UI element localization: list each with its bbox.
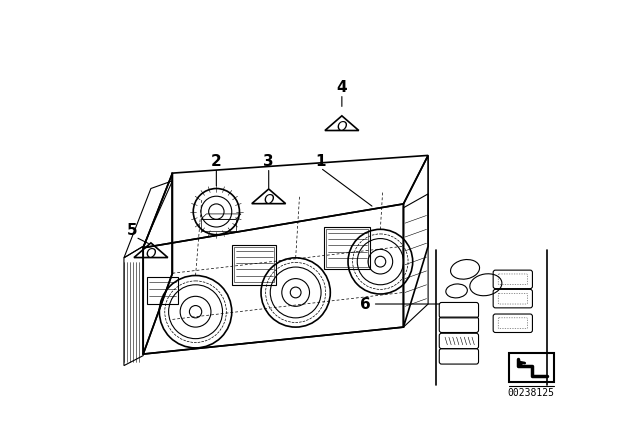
Bar [232, 245, 276, 285]
Text: 4: 4 [337, 80, 347, 95]
Text: 2: 2 [211, 154, 221, 169]
Text: 00238125: 00238125 [508, 388, 555, 397]
Text: 5: 5 [126, 224, 137, 238]
Text: 6: 6 [360, 297, 371, 311]
Text: Ω: Ω [146, 247, 156, 261]
Bar [509, 353, 554, 382]
Text: 1: 1 [315, 154, 326, 169]
Bar [326, 229, 368, 267]
Text: Ω: Ω [337, 120, 347, 134]
Text: 3: 3 [264, 154, 274, 169]
Bar [324, 227, 371, 269]
Bar [147, 277, 178, 304]
Bar [234, 247, 274, 282]
Text: Ω: Ω [264, 193, 274, 207]
